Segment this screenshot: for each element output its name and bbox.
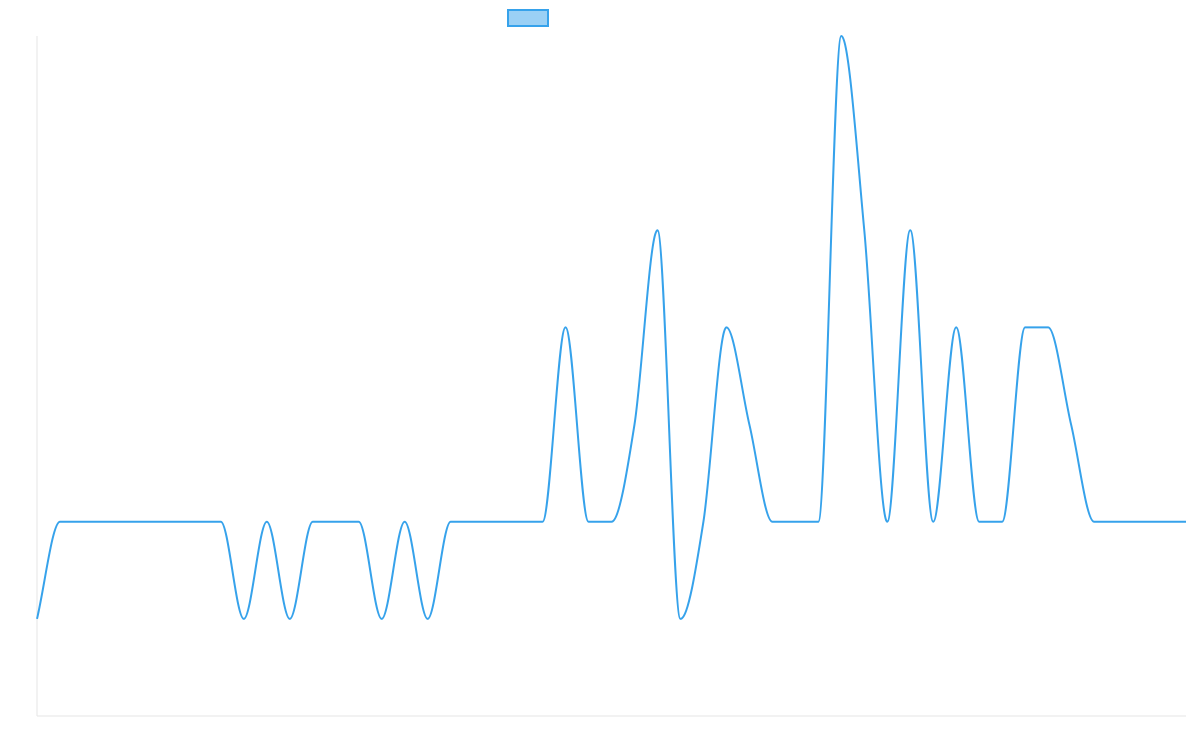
data-point[interactable] [998,518,1006,526]
data-point[interactable] [493,518,501,526]
data-point[interactable] [217,518,225,526]
data-point[interactable] [1021,323,1029,331]
data-point[interactable] [653,226,661,234]
data-point[interactable] [585,518,593,526]
data-point[interactable] [1044,323,1052,331]
data-point[interactable] [1113,518,1121,526]
data-point[interactable] [745,421,753,429]
data-point[interactable] [79,518,87,526]
data-point[interactable] [355,518,363,526]
data-point[interactable] [539,518,547,526]
data-point[interactable] [562,323,570,331]
data-point[interactable] [860,226,868,234]
data-point[interactable] [699,518,707,526]
data-point[interactable] [906,226,914,234]
data-point[interactable] [447,518,455,526]
data-point[interactable] [1067,421,1075,429]
data-point[interactable] [1159,518,1167,526]
data-point[interactable] [125,518,133,526]
data-point[interactable] [1136,518,1144,526]
data-point[interactable] [378,615,386,623]
data-point[interactable] [286,615,294,623]
data-point[interactable] [102,518,110,526]
legend-swatch[interactable] [507,9,549,27]
data-point[interactable] [171,518,179,526]
data-point[interactable] [309,518,317,526]
data-point[interactable] [837,32,845,40]
axes [36,36,1186,717]
data-point[interactable] [33,615,41,623]
data-point[interactable] [424,615,432,623]
series-line [36,35,1186,620]
data-point[interactable] [952,323,960,331]
data-point[interactable] [148,518,156,526]
data-point[interactable] [401,518,409,526]
data-point[interactable] [768,518,776,526]
data-point[interactable] [791,518,799,526]
data-point[interactable] [929,518,937,526]
data-point[interactable] [608,518,616,526]
legend[interactable] [507,9,549,27]
point-layer [33,32,1190,623]
data-point[interactable] [516,518,524,526]
data-point[interactable] [263,518,271,526]
data-point[interactable] [975,518,983,526]
data-point[interactable] [676,615,684,623]
data-point[interactable] [630,421,638,429]
data-point[interactable] [1090,518,1098,526]
data-point[interactable] [56,518,64,526]
data-point[interactable] [883,518,891,526]
data-point[interactable] [240,615,248,623]
data-point[interactable] [814,518,822,526]
data-point[interactable] [722,323,730,331]
series-layer [36,35,1186,620]
data-point[interactable] [1182,518,1190,526]
data-point[interactable] [470,518,478,526]
data-point[interactable] [332,518,340,526]
data-point[interactable] [194,518,202,526]
